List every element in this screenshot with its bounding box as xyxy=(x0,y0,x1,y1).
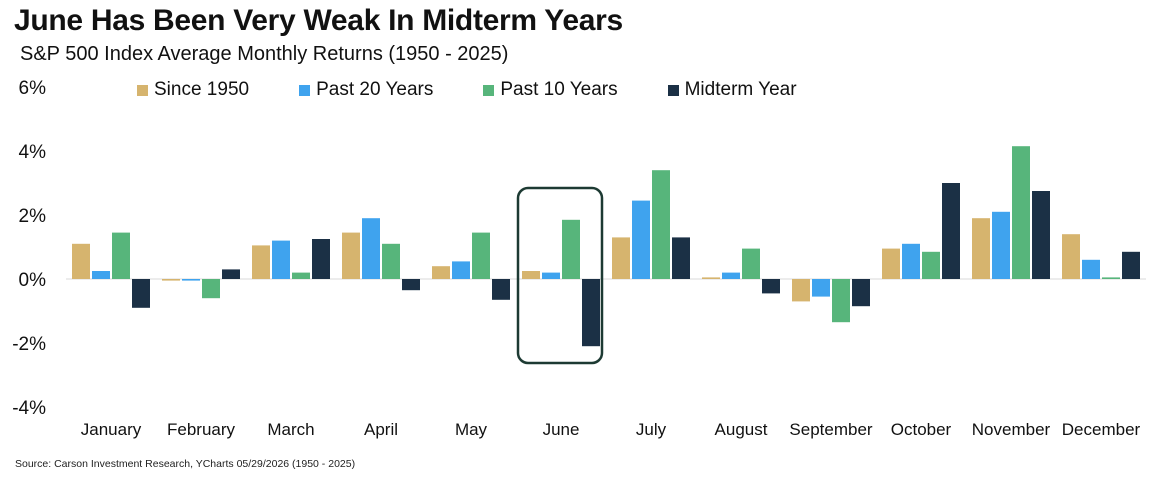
bar-past-20-april xyxy=(362,218,380,279)
legend-label-midterm: Midterm Year xyxy=(684,79,797,100)
bar-midterm-september xyxy=(852,279,870,307)
y-tick-label: 6% xyxy=(19,78,47,99)
x-tick-label: September xyxy=(789,420,872,439)
x-tick-label: November xyxy=(972,420,1051,439)
bar-midterm-may xyxy=(492,279,510,300)
x-tick-label: February xyxy=(167,420,236,439)
legend-swatch-midterm xyxy=(667,84,679,96)
bar-past-10-july xyxy=(652,170,670,279)
chart-subtitle: S&P 500 Index Average Monthly Returns (1… xyxy=(20,43,509,65)
legend-label-since-1950: Since 1950 xyxy=(154,79,250,100)
legend-swatch-past-20 xyxy=(299,84,311,96)
x-tick-label: October xyxy=(891,420,952,439)
legend-swatch-since-1950 xyxy=(137,84,148,96)
y-tick-label: -4% xyxy=(12,398,46,419)
bar-past-20-august xyxy=(722,272,740,279)
bar-past-20-july xyxy=(632,200,650,279)
chart-legend: Since 1950 Past 20 Years Past 10 Years M… xyxy=(137,79,847,101)
bar-past-10-november xyxy=(1012,146,1030,279)
bar-since-1950-july xyxy=(612,237,630,279)
legend-item-since-1950: Since 1950 xyxy=(137,79,249,101)
bar-past-20-october xyxy=(902,243,920,279)
bar-past-10-october xyxy=(922,251,940,279)
bar-past-20-may xyxy=(452,261,470,279)
source-note: Source: Carson Investment Research, YCha… xyxy=(15,458,356,470)
bar-midterm-january xyxy=(132,279,150,308)
bar-midterm-march xyxy=(312,239,330,279)
y-tick-label: 2% xyxy=(19,206,47,227)
x-tick-label: March xyxy=(267,420,314,439)
legend-item-past-20: Past 20 Years xyxy=(299,79,433,101)
bar-past-20-january xyxy=(92,271,110,279)
bar-midterm-february xyxy=(222,269,240,279)
x-tick-label: April xyxy=(364,420,398,439)
bar-past-20-december xyxy=(1082,259,1100,279)
legend-label-past-20: Past 20 Years xyxy=(316,79,434,100)
x-tick-label: May xyxy=(455,420,488,439)
bar-past-20-february xyxy=(182,279,200,281)
bar-since-1950-october xyxy=(882,248,900,279)
bar-past-20-june xyxy=(542,272,560,279)
legend-swatch-past-10 xyxy=(483,84,495,96)
bar-past-20-march xyxy=(272,240,290,279)
bar-midterm-august xyxy=(762,279,780,294)
y-tick-label: -2% xyxy=(12,334,46,355)
bar-since-1950-june xyxy=(522,271,540,279)
bar-midterm-july xyxy=(672,237,690,279)
y-tick-label: 4% xyxy=(19,142,47,163)
bar-past-20-november xyxy=(992,211,1010,279)
bar-past-10-june xyxy=(562,219,580,279)
bar-midterm-december xyxy=(1122,251,1140,279)
bar-past-10-december xyxy=(1102,277,1120,279)
legend-item-past-10: Past 10 Years xyxy=(483,79,618,101)
y-tick-label: 0% xyxy=(19,270,47,291)
legend-label-past-10: Past 10 Years xyxy=(500,79,618,100)
highlight-box xyxy=(516,186,604,365)
bar-since-1950-september xyxy=(792,279,810,302)
x-tick-label: January xyxy=(81,420,142,439)
legend-item-midterm: Midterm Year xyxy=(667,79,797,101)
bar-past-10-february xyxy=(202,279,220,299)
x-tick-label: June xyxy=(543,420,580,439)
bar-past-10-august xyxy=(742,248,760,279)
x-tick-label: December xyxy=(1062,420,1141,439)
bar-past-10-september xyxy=(832,279,850,323)
x-tick-label: August xyxy=(715,420,768,439)
bar-past-10-march xyxy=(292,272,310,279)
chart-title: June Has Been Very Weak In Midterm Years xyxy=(14,4,623,37)
bar-since-1950-november xyxy=(972,218,990,279)
bar-past-10-january xyxy=(112,232,130,279)
bar-midterm-june xyxy=(582,279,600,347)
x-tick-label: July xyxy=(636,420,667,439)
bar-past-10-may xyxy=(472,232,490,279)
bar-since-1950-april xyxy=(342,232,360,279)
bar-since-1950-march xyxy=(252,245,270,279)
bar-midterm-november xyxy=(1032,191,1050,279)
bar-midterm-october xyxy=(942,183,960,279)
bar-since-1950-january xyxy=(72,243,90,279)
bar-since-1950-december xyxy=(1062,234,1080,279)
bar-past-10-april xyxy=(382,243,400,279)
bar-past-20-september xyxy=(812,279,830,297)
bar-since-1950-february xyxy=(162,279,180,281)
bar-since-1950-may xyxy=(432,266,450,279)
bar-since-1950-august xyxy=(702,277,720,279)
bar-midterm-april xyxy=(402,279,420,291)
